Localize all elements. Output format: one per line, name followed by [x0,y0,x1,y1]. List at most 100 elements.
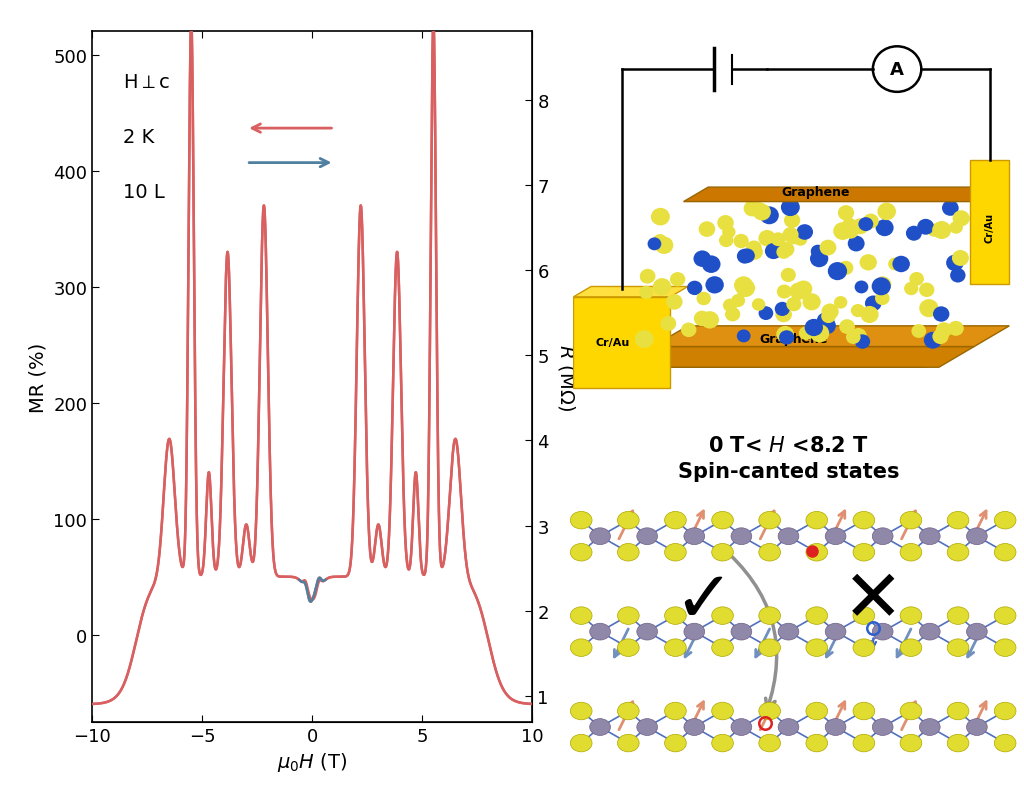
Text: 10 L: 10 L [123,183,165,202]
Circle shape [693,251,711,268]
Circle shape [994,607,1016,624]
Circle shape [872,528,893,545]
Circle shape [759,702,780,720]
Circle shape [967,624,987,640]
Circle shape [694,311,711,327]
Circle shape [806,735,827,752]
Text: Cr/Au: Cr/Au [596,338,630,348]
Circle shape [637,528,657,545]
Circle shape [665,735,686,752]
Circle shape [570,639,592,657]
Circle shape [918,220,934,235]
Circle shape [920,719,940,736]
Circle shape [942,201,958,217]
Circle shape [790,283,808,300]
Circle shape [853,639,874,657]
Circle shape [684,624,705,640]
Circle shape [900,544,922,561]
Circle shape [570,607,592,624]
Circle shape [765,243,782,260]
Circle shape [840,320,855,335]
Circle shape [892,256,910,272]
Circle shape [777,285,792,299]
Circle shape [712,639,733,657]
Circle shape [825,719,846,736]
Text: ✕: ✕ [843,567,903,636]
Circle shape [932,221,951,240]
Circle shape [653,234,667,248]
Circle shape [920,624,940,640]
Circle shape [803,294,821,311]
Circle shape [799,327,813,341]
Circle shape [771,233,785,247]
Circle shape [888,258,902,271]
Circle shape [858,218,873,232]
Circle shape [859,255,877,271]
Circle shape [806,512,827,530]
Circle shape [725,307,740,322]
Circle shape [653,279,672,296]
Circle shape [834,297,847,309]
Circle shape [570,512,592,530]
Circle shape [759,607,780,624]
Circle shape [947,512,969,530]
Circle shape [712,735,733,752]
Circle shape [712,607,733,624]
Circle shape [617,702,639,720]
Circle shape [947,735,969,752]
Circle shape [617,607,639,624]
Circle shape [665,544,686,561]
Circle shape [865,296,882,311]
Circle shape [759,307,773,320]
Circle shape [787,232,801,245]
Polygon shape [970,161,1010,285]
Circle shape [863,214,879,230]
Circle shape [731,528,752,545]
Text: ✓: ✓ [674,567,734,636]
Circle shape [781,200,800,217]
Circle shape [590,624,610,640]
Circle shape [752,298,765,311]
Circle shape [825,528,846,545]
Circle shape [780,268,796,283]
Circle shape [570,702,592,720]
Circle shape [843,225,858,239]
Circle shape [946,255,964,272]
Circle shape [731,294,745,307]
X-axis label: $\mu_0 H$ (T): $\mu_0 H$ (T) [278,750,347,773]
Circle shape [717,216,734,231]
Circle shape [737,330,751,343]
Circle shape [746,241,762,255]
Circle shape [723,299,737,313]
Circle shape [810,251,828,268]
Circle shape [994,639,1016,657]
Circle shape [872,719,893,736]
Circle shape [817,313,835,329]
Circle shape [570,735,592,752]
Circle shape [731,719,752,736]
Circle shape [776,327,794,343]
Circle shape [906,226,922,242]
Circle shape [855,281,868,294]
Circle shape [947,639,969,657]
Circle shape [876,220,894,237]
Circle shape [872,624,893,640]
Circle shape [876,292,890,306]
Circle shape [719,234,733,248]
Circle shape [853,607,874,624]
Text: Spin-canted states: Spin-canted states [678,461,899,482]
Circle shape [860,307,879,324]
Circle shape [647,238,662,251]
Text: 0 T< $\mathit{H}$ <8.2 T: 0 T< $\mathit{H}$ <8.2 T [709,435,868,455]
Circle shape [909,272,924,286]
Circle shape [670,272,685,287]
Circle shape [731,624,752,640]
Circle shape [852,219,868,235]
Circle shape [737,250,753,264]
Circle shape [967,719,987,736]
Circle shape [722,226,735,239]
Circle shape [817,318,836,335]
Circle shape [779,331,795,345]
Circle shape [684,528,705,545]
Circle shape [878,204,896,221]
